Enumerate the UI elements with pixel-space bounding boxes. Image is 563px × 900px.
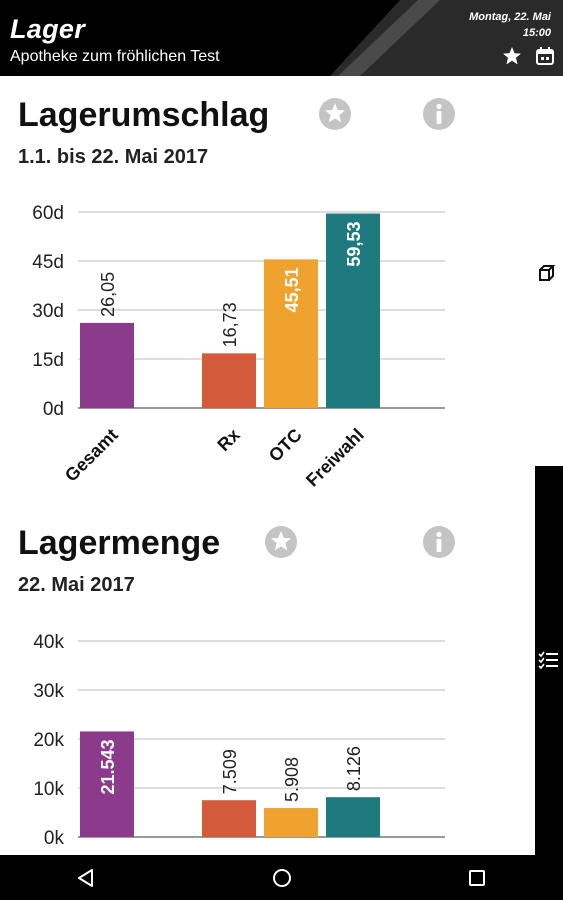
- header-time: 15:00: [522, 27, 551, 39]
- y-tick-label: 10k: [33, 779, 64, 800]
- app-title: Lager: [10, 14, 86, 44]
- home-icon[interactable]: [270, 866, 294, 890]
- bar-gesamt[interactable]: [80, 731, 134, 837]
- app-subtitle: Apotheke zum fröhlichen Test: [10, 48, 220, 65]
- data-label: 21.543: [98, 739, 118, 794]
- star-icon[interactable]: [502, 46, 522, 66]
- info-icon[interactable]: [422, 525, 456, 559]
- star-icon[interactable]: [264, 525, 298, 559]
- data-label: 5.908: [282, 757, 302, 802]
- data-label: 7.509: [220, 749, 240, 794]
- section-subtitle-date: 22. Mai 2017: [18, 574, 135, 596]
- back-icon[interactable]: [74, 866, 98, 890]
- bar-gesamt[interactable]: [80, 322, 134, 408]
- x-category-label: Freiwahl: [302, 425, 368, 491]
- side-rail-bottom: [535, 466, 563, 855]
- data-label: 45,51: [282, 267, 302, 312]
- x-category-label: Gesamt: [61, 425, 122, 486]
- chart-lagerumschlag: 0d 15d 30d 45d 60d 26,05 16,73 45,51 59,53 Gesamt…: [32, 203, 445, 491]
- dashboard-content[interactable]: Lagerumschlag 1.1. bis 22. Mai 2017 0d 15…: [0, 76, 535, 855]
- data-label: 8.126: [344, 746, 364, 791]
- list-icon[interactable]: [538, 649, 560, 671]
- y-tick-label: 45d: [32, 252, 64, 273]
- y-tick-label: 40k: [33, 632, 64, 653]
- y-tick-label: 60d: [32, 203, 64, 224]
- side-rail-top: [535, 76, 563, 466]
- y-tick-label: 15d: [32, 350, 64, 371]
- y-tick-label: 20k: [33, 730, 64, 751]
- bar-freiwahl[interactable]: [326, 797, 380, 837]
- y-tick-label: 0k: [44, 828, 65, 849]
- app-header: Lager Apotheke zum fröhlichen Test Monta…: [0, 0, 563, 76]
- section-subtitle-period: 1.1. bis 22. Mai 2017: [18, 146, 209, 168]
- y-tick-label: 30k: [33, 681, 64, 702]
- header-date: Montag, 22. Mai: [469, 11, 551, 23]
- data-label: 16,73: [220, 302, 240, 347]
- chart-lagermenge: 0k 10k 20k 30k 40k 21.543 7.509 5.908 8.126: [33, 632, 445, 849]
- x-category-label: Rx: [213, 425, 243, 455]
- info-icon[interactable]: [422, 97, 456, 131]
- recents-icon[interactable]: [465, 866, 489, 890]
- section-title-lagermenge: Lagermenge: [18, 524, 221, 562]
- bar-rx[interactable]: [202, 353, 256, 408]
- data-label: 26,05: [98, 272, 118, 317]
- header-stripe: [330, 0, 563, 76]
- bar-otc[interactable]: [264, 259, 318, 408]
- y-tick-label: 30d: [32, 301, 64, 322]
- data-label: 59,53: [344, 222, 364, 267]
- bar-freiwahl[interactable]: [326, 213, 380, 408]
- y-tick-label: 0d: [43, 399, 64, 420]
- star-icon[interactable]: [318, 97, 352, 131]
- bar-otc[interactable]: [264, 808, 318, 837]
- bar-rx[interactable]: [202, 800, 256, 837]
- system-nav-bar: [0, 855, 563, 900]
- x-category-label: OTC: [265, 425, 306, 466]
- section-title-lagerumschlag: Lagerumschlag: [18, 96, 270, 134]
- calendar-icon[interactable]: [535, 46, 555, 66]
- box-icon[interactable]: [537, 262, 559, 284]
